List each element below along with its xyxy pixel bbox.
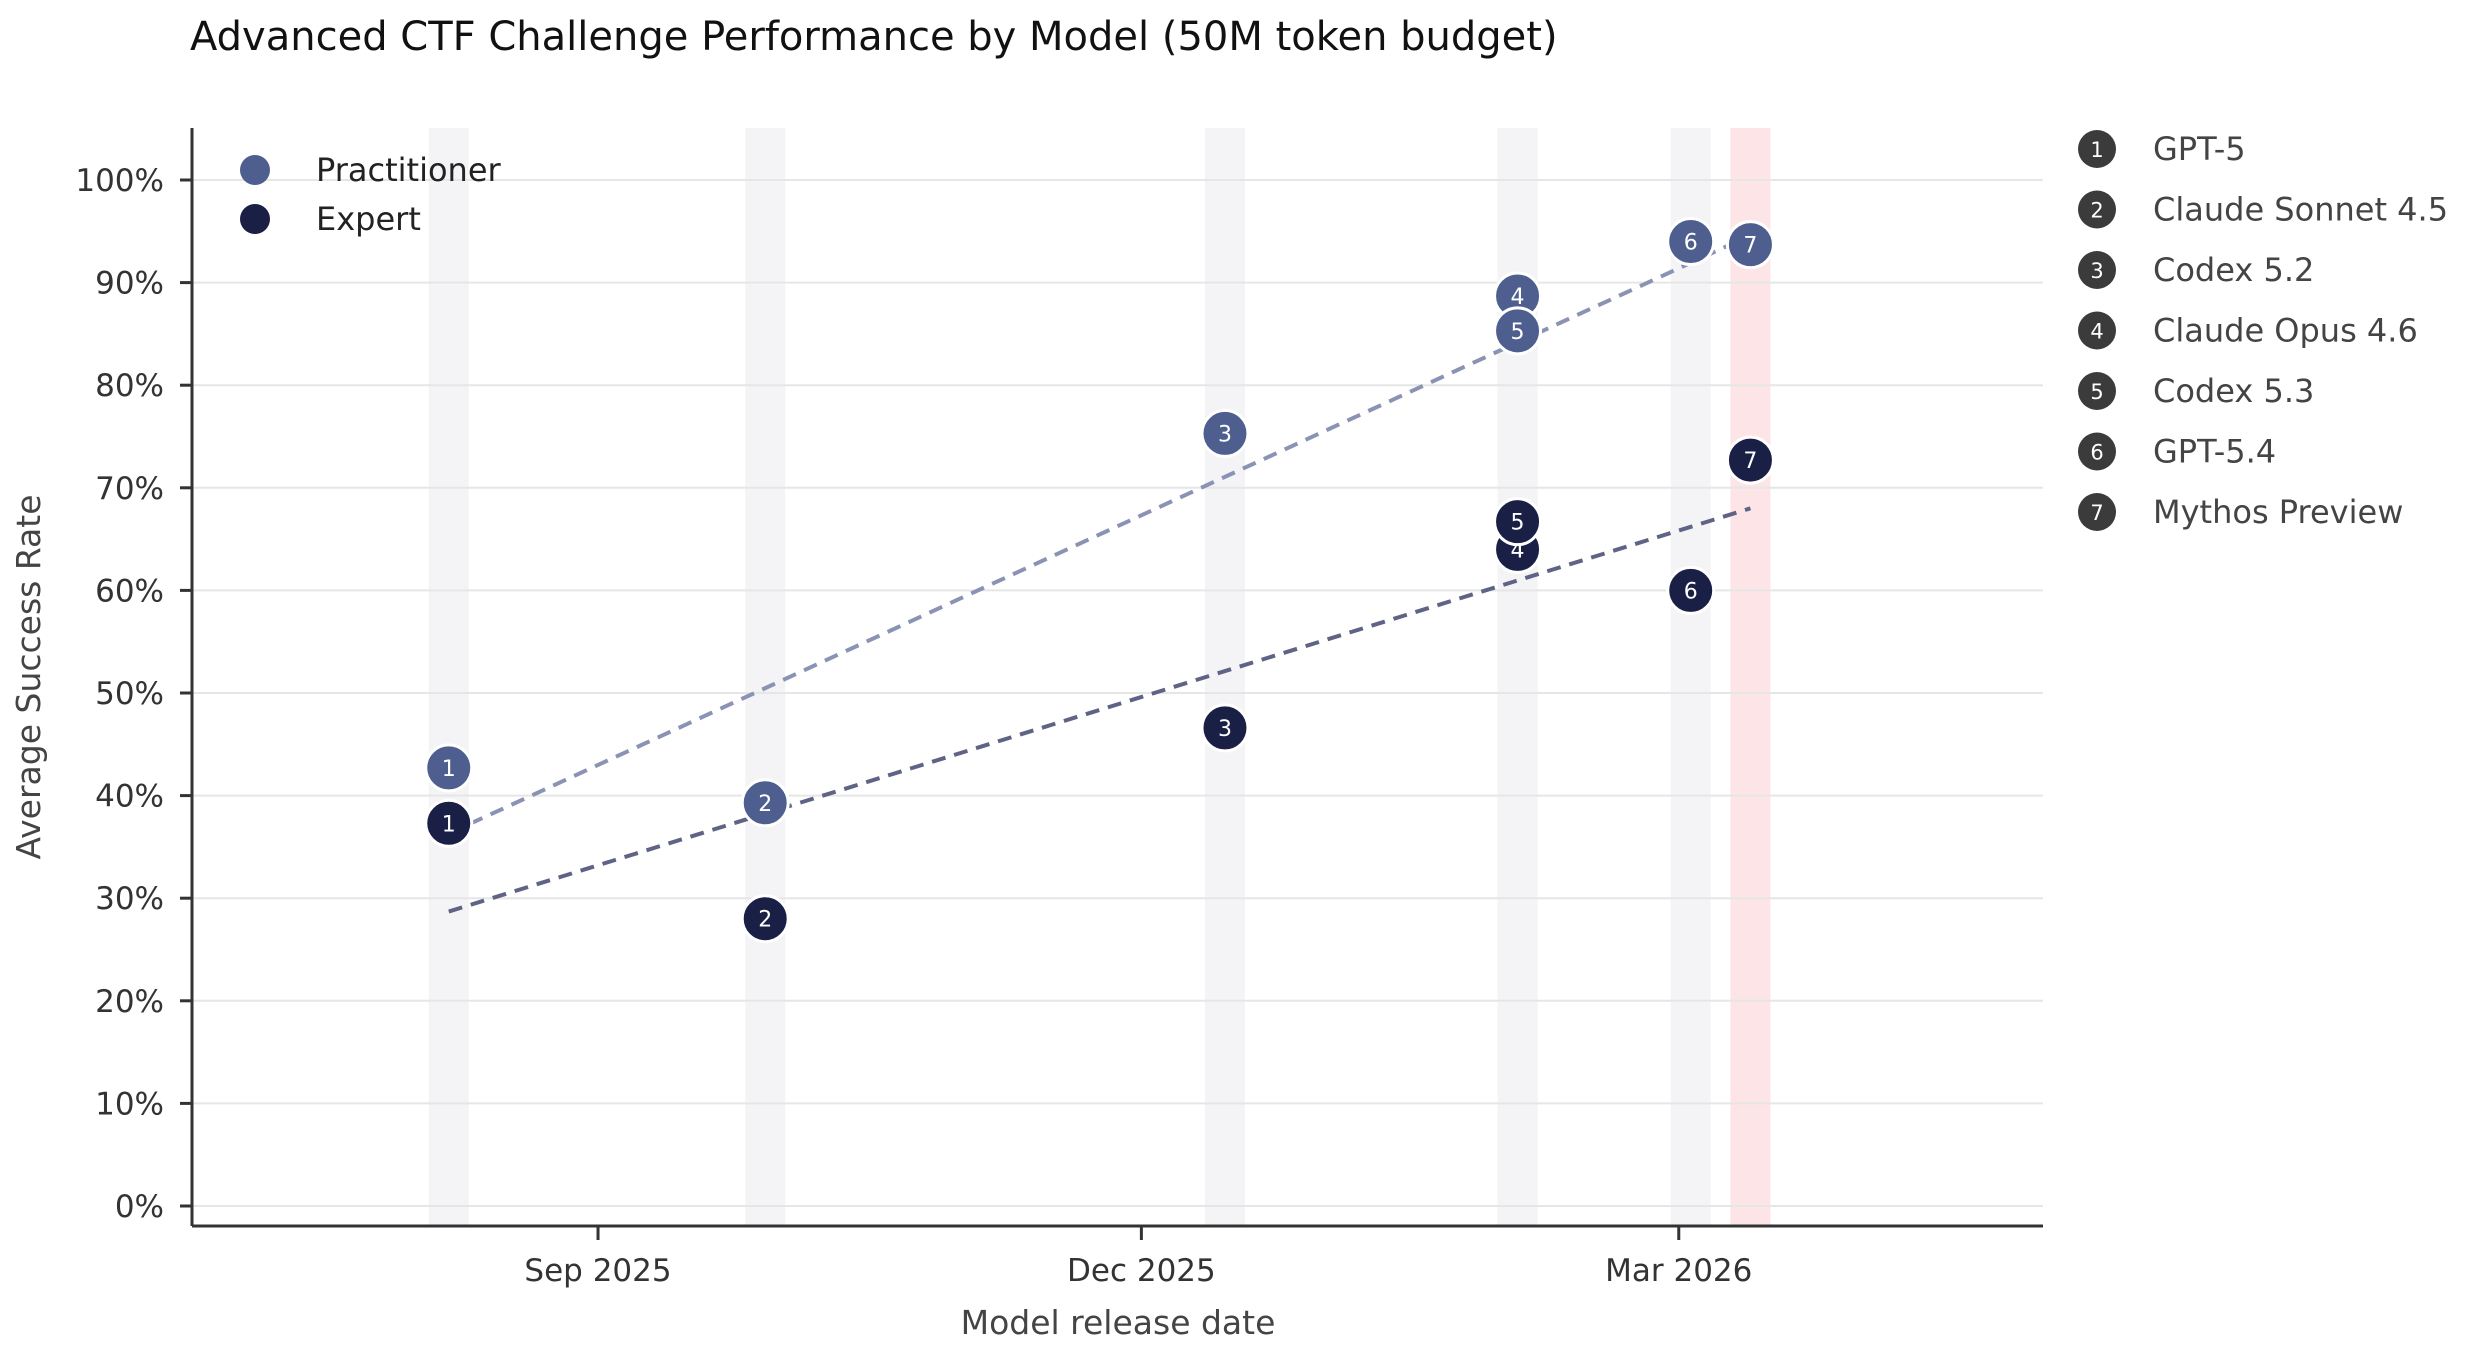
model-legend-number: 3 — [2090, 259, 2103, 283]
model-legend-marker — [2078, 311, 2116, 350]
y-tick-label: 10% — [95, 1086, 164, 1122]
y-axis-label: Average Success Rate — [9, 495, 48, 860]
y-tick-label: 90% — [95, 266, 164, 302]
model-legend-marker — [2078, 251, 2116, 289]
data-point-expert — [740, 894, 790, 944]
model-legend-number: 5 — [2090, 380, 2103, 404]
data-point-expert — [1666, 565, 1716, 615]
model-legend: 1 GPT-5 2 Claude Sonnet 4.5 3 Codex 5.2 4 Claud… — [2078, 130, 2448, 531]
data-point-label: 4 — [1511, 285, 1525, 310]
y-tick-label: 40% — [95, 779, 164, 815]
y-tick-label: 30% — [95, 881, 164, 917]
trend-line-practitioner — [447, 233, 1752, 836]
data-point-expert — [1493, 497, 1543, 547]
y-tick-label: 70% — [95, 471, 164, 507]
data-point-label: 3 — [1218, 422, 1232, 447]
x-tick-label: Sep 2025 — [524, 1253, 671, 1289]
data-point-label: 6 — [1684, 231, 1698, 256]
model-legend-marker — [2078, 190, 2116, 229]
data-point-expert — [1200, 703, 1250, 753]
model-legend-name: Codex 5.2 — [2153, 251, 2314, 289]
model-legend-marker — [2078, 432, 2116, 471]
data-point-practitioner — [740, 778, 790, 828]
model-legend-marker — [2078, 372, 2116, 410]
model-legend-name: GPT-5.4 — [2153, 433, 2276, 471]
model-legend-name: Mythos Preview — [2153, 493, 2403, 531]
data-point-practitioner — [1666, 217, 1716, 267]
x-tick-label: Dec 2025 — [1067, 1253, 1216, 1289]
data-point-practitioner — [1725, 220, 1775, 270]
release-band — [1204, 128, 1245, 1226]
x-axis-label: Model release date — [961, 1303, 1276, 1342]
trend-lines — [447, 233, 1752, 914]
data-point-label: 2 — [758, 908, 772, 933]
series-legend[interactable]: Practitioner Expert — [240, 151, 502, 238]
y-tick-label: 100% — [75, 163, 164, 199]
data-point-label: 1 — [442, 812, 456, 837]
data-point-label: 5 — [1511, 320, 1525, 345]
data-point-label: 7 — [1743, 234, 1757, 259]
legend-marker-practitioner — [240, 155, 270, 185]
highlight-band — [1730, 128, 1771, 1226]
x-tick-label: Mar 2026 — [1605, 1253, 1752, 1289]
data-point-practitioner — [424, 743, 474, 793]
release-band — [745, 128, 786, 1226]
gridlines — [192, 179, 2043, 1207]
y-tick-label: 20% — [95, 984, 164, 1020]
data-point-expert — [1725, 435, 1775, 485]
data-point-label: 7 — [1743, 449, 1757, 474]
data-point-label: 5 — [1511, 511, 1525, 536]
data-point-label: 6 — [1684, 579, 1698, 604]
model-release-bands — [428, 128, 1771, 1226]
tick-labels: 0% 10% 20% 30% 40% 50% 60% 70% 80% 90% 100% Sep 202… — [75, 163, 1752, 1289]
legend-label-practitioner: Practitioner — [316, 151, 502, 189]
model-legend-number: 2 — [2090, 199, 2103, 223]
legend-label-expert: Expert — [316, 200, 421, 238]
y-tick-label: 60% — [95, 573, 164, 609]
y-tick-label: 0% — [115, 1189, 164, 1225]
data-point-label: 1 — [442, 757, 456, 782]
model-legend-number: 6 — [2090, 441, 2103, 465]
data-point-practitioner — [1200, 408, 1250, 458]
model-legend-name: Codex 5.3 — [2153, 372, 2314, 410]
data-point-practitioner — [1493, 306, 1543, 356]
model-legend-name: Claude Sonnet 4.5 — [2153, 191, 2448, 229]
trend-line-expert — [448, 506, 1752, 914]
axes — [180, 128, 2043, 1240]
data-point-label: 3 — [1218, 717, 1232, 742]
model-legend-marker — [2078, 493, 2116, 531]
y-tick-label: 50% — [95, 676, 164, 712]
y-tick-label: 80% — [95, 368, 164, 404]
release-band — [428, 128, 469, 1226]
model-legend-name: Claude Opus 4.6 — [2153, 312, 2418, 350]
model-legend-marker — [2078, 130, 2116, 168]
data-point-expert — [424, 798, 474, 848]
model-legend-number: 1 — [2090, 138, 2103, 162]
model-legend-number: 7 — [2090, 501, 2103, 525]
chart-title: Advanced CTF Challenge Performance by Mo… — [190, 14, 1558, 60]
model-legend-name: GPT-5 — [2153, 130, 2246, 168]
data-point-label: 2 — [758, 792, 772, 817]
model-legend-number: 4 — [2090, 320, 2103, 344]
release-band — [1670, 128, 1711, 1226]
legend-marker-expert — [240, 204, 270, 234]
